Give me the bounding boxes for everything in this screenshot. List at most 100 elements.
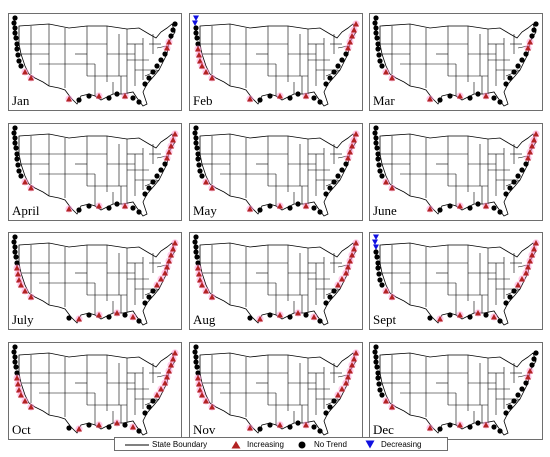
increasing-marker: [527, 258, 533, 264]
no-trend-marker: [150, 288, 156, 294]
no-trend-marker: [467, 95, 473, 101]
no-trend-marker: [158, 167, 164, 173]
no-trend-marker: [12, 344, 18, 350]
no-trend-marker: [475, 201, 481, 207]
increasing-marker: [15, 271, 21, 277]
increasing-marker: [247, 425, 253, 431]
us-map: [192, 234, 360, 326]
state-boundary-line-icon: [125, 444, 149, 445]
no-trend-marker: [511, 398, 517, 404]
no-trend-marker: [377, 277, 383, 283]
increasing-marker: [96, 93, 102, 99]
increasing-marker: [383, 288, 389, 294]
no-trend-marker: [76, 97, 82, 103]
no-trend-marker: [507, 404, 513, 410]
no-trend-marker: [193, 359, 199, 365]
increasing-marker: [531, 137, 537, 143]
increasing-marker: [343, 270, 349, 276]
state-boundary: [212, 163, 231, 196]
no-trend-marker: [375, 375, 381, 381]
state-boundary: [212, 53, 231, 86]
legend-label-decreasing: Decreasing: [381, 440, 422, 449]
no-trend-marker: [193, 344, 199, 350]
increasing-marker: [383, 69, 389, 75]
month-label: July: [12, 312, 34, 327]
no-trend-marker: [327, 75, 333, 81]
state-boundary: [31, 382, 50, 415]
increasing-marker: [525, 45, 531, 51]
no-trend-marker: [376, 162, 382, 168]
increasing-marker: [158, 386, 164, 392]
no-trend-marker: [114, 91, 120, 97]
increasing-marker: [168, 252, 174, 258]
no-trend-marker: [12, 15, 18, 21]
no-trend-marker: [122, 312, 128, 318]
no-trend-marker: [154, 173, 160, 179]
increasing-marker: [525, 374, 531, 380]
no-trend-marker: [335, 173, 341, 179]
no-trend-marker: [317, 99, 323, 105]
no-trend-marker: [146, 294, 152, 300]
no-trend-marker: [257, 207, 263, 213]
no-trend-marker: [497, 428, 503, 434]
no-trend-marker: [106, 205, 112, 211]
increasing-marker: [349, 362, 355, 368]
increasing-marker: [457, 422, 463, 428]
no-trend-marker: [375, 46, 381, 52]
no-trend-marker: [247, 315, 253, 321]
no-trend-marker: [523, 161, 529, 167]
increasing-marker: [519, 276, 525, 282]
no-trend-marker: [267, 422, 273, 428]
no-trend-marker: [193, 354, 199, 360]
increasing-marker: [457, 93, 463, 99]
legend-label-state-boundary: State Boundary: [152, 440, 208, 449]
no-trend-marker: [467, 314, 473, 320]
no-trend-marker: [375, 260, 381, 266]
legend-item-increasing: Increasing: [231, 439, 284, 450]
legend: State Boundary Increasing No Trend Decre…: [114, 437, 448, 451]
no-trend-marker: [13, 254, 19, 260]
no-trend-marker: [13, 364, 19, 370]
increasing-marker: [457, 312, 463, 318]
increasing-marker: [339, 276, 345, 282]
no-trend-marker: [373, 15, 379, 21]
no-trend-marker: [14, 46, 20, 52]
increasing-marker: [277, 312, 283, 318]
map-panel-june: June: [369, 123, 543, 221]
increasing-marker: [199, 392, 205, 398]
increasing-marker: [483, 93, 489, 99]
legend-label-increasing: Increasing: [247, 440, 284, 449]
increasing-marker: [383, 398, 389, 404]
no-trend-marker: [497, 209, 503, 215]
no-trend-marker: [154, 63, 160, 69]
no-trend-marker: [193, 125, 199, 131]
no-trend-marker: [12, 359, 18, 365]
us-map: [372, 234, 540, 326]
no-trend-marker: [195, 370, 201, 376]
no-trend-marker: [142, 300, 148, 306]
increasing-triangle-icon: [231, 441, 241, 449]
increasing-marker: [349, 252, 355, 258]
us-map: [11, 15, 178, 107]
month-label: Jan: [12, 93, 30, 108]
increasing-marker: [22, 179, 28, 185]
no-trend-marker: [515, 392, 521, 398]
increasing-marker: [22, 398, 28, 404]
state-boundary: [392, 53, 411, 86]
no-trend-marker: [11, 130, 17, 136]
month-label: June: [373, 203, 397, 218]
increasing-marker: [427, 206, 433, 212]
increasing-marker: [195, 375, 201, 381]
no-trend-marker: [14, 41, 20, 47]
month-label: Mar: [373, 93, 395, 108]
increasing-marker: [457, 203, 463, 209]
no-trend-marker: [483, 312, 489, 318]
increasing-marker: [437, 316, 443, 322]
no-trend-marker: [303, 312, 309, 318]
state-boundary: [212, 382, 231, 415]
increasing-marker: [523, 270, 529, 276]
no-trend-marker: [373, 140, 379, 146]
no-trend-marker: [193, 249, 199, 255]
increasing-marker: [96, 203, 102, 209]
no-trend-marker: [193, 30, 199, 36]
